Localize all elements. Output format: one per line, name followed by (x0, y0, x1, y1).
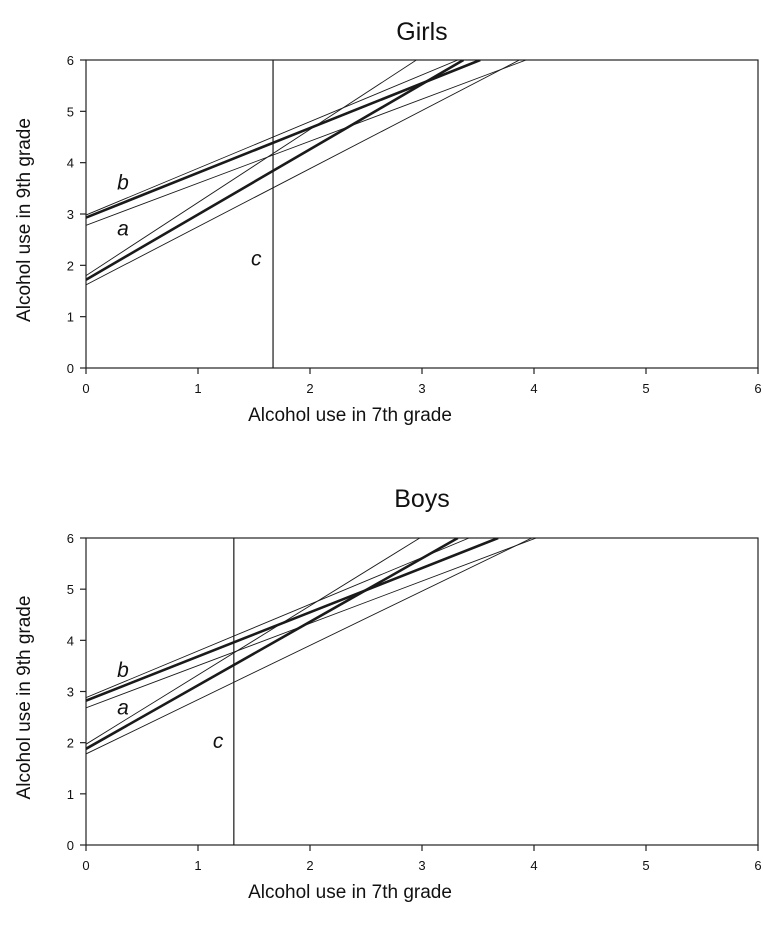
regression-line-2 (86, 538, 470, 699)
x-tick-label: 3 (418, 381, 425, 396)
y-tick-label: 3 (67, 207, 74, 222)
y-tick-label: 1 (67, 787, 74, 802)
regression-line-2 (86, 60, 459, 216)
x-tick-label: 3 (418, 858, 425, 873)
y-tick-label: 4 (67, 633, 74, 648)
x-tick-label: 1 (194, 381, 201, 396)
regression-line-5 (86, 60, 417, 276)
regression-line-a-4 (86, 60, 465, 281)
y-tick-label: 0 (67, 361, 74, 376)
line-label-a: a (117, 218, 129, 241)
x-tick-label: 4 (530, 858, 537, 873)
line-label-b: b (117, 171, 129, 194)
y-tick-label: 5 (67, 104, 74, 119)
regression-line-5 (86, 538, 420, 745)
line-label-c: c (213, 730, 224, 753)
plot-frame (85, 59, 759, 369)
x-axis-label: Alcohol use in 7th grade (248, 882, 452, 903)
series-group (86, 538, 537, 755)
x-tick-label: 6 (754, 381, 761, 396)
chart-panel-girls: Girls b a c 0 1 2 3 4 5 6 0 1 2 3 4 5 6 Alcohol use in 7th… (14, 18, 762, 426)
y-tick-label: 1 (67, 310, 74, 325)
chart-title: Girls (396, 18, 447, 46)
line-label-a: a (117, 697, 129, 720)
regression-line-6 (86, 60, 520, 286)
chart-title: Boys (394, 485, 450, 513)
regression-line-a-4 (86, 538, 459, 750)
y-tick-label: 6 (67, 531, 74, 546)
chart-panel-boys: Boys ba c 0 1 2 3 4 5 6 0 1 2 3 4 5 6 Alcohol use in 7th … (14, 485, 762, 903)
regression-line-6 (86, 538, 532, 755)
line-label-c: c (251, 247, 262, 270)
y-axis-label: Alcohol use in 9th grade (14, 596, 35, 800)
x-tick-label: 2 (306, 858, 313, 873)
regression-line-b-1 (86, 60, 481, 219)
y-tick-label: 6 (67, 53, 74, 68)
y-tick-label: 4 (67, 156, 74, 171)
x-tick-label: 4 (530, 381, 537, 396)
line-label-b: b (117, 659, 129, 682)
x-tick-label: 1 (194, 858, 201, 873)
regression-line-b-1 (86, 538, 499, 702)
y-tick-label: 5 (67, 582, 74, 597)
series-group (86, 60, 527, 286)
x-tick-label: 0 (82, 858, 89, 873)
y-tick-label: 0 (67, 838, 74, 853)
y-axis-label: Alcohol use in 9th grade (14, 118, 35, 322)
x-tick-label: 5 (642, 858, 649, 873)
y-tick-label: 3 (67, 685, 74, 700)
regression-line-3 (86, 60, 527, 226)
y-tick-label: 2 (67, 736, 74, 751)
x-tick-label: 2 (306, 381, 313, 396)
x-tick-label: 0 (82, 381, 89, 396)
x-tick-label: 6 (754, 858, 761, 873)
y-tick-label: 2 (67, 258, 74, 273)
x-axis-label: Alcohol use in 7th grade (248, 405, 452, 426)
regression-line-3 (86, 538, 537, 709)
x-tick-label: 5 (642, 381, 649, 396)
